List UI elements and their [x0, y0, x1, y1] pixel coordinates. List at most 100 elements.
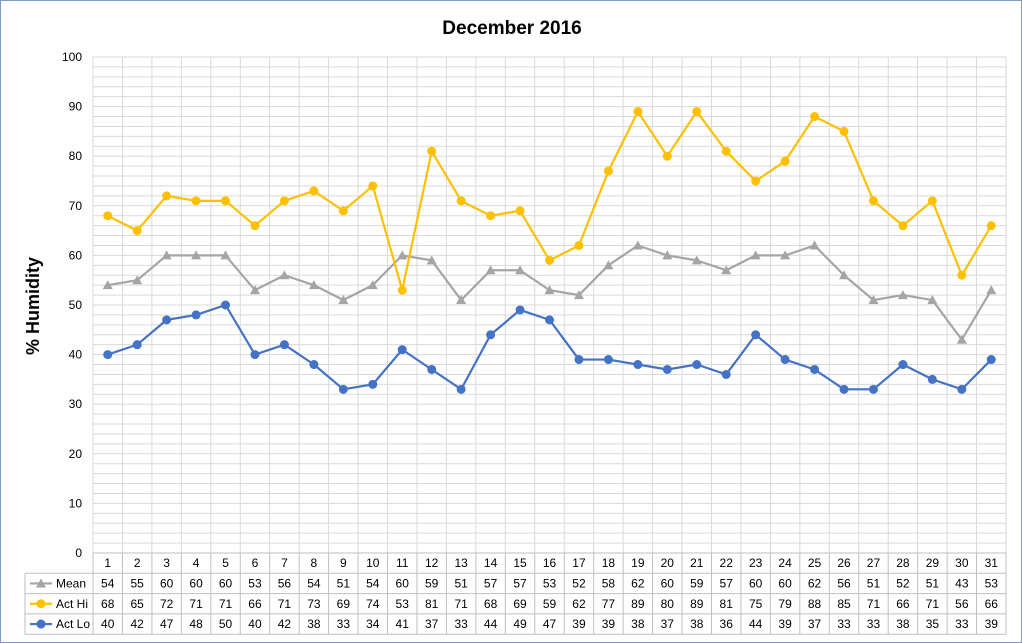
- data-point: [603, 260, 614, 270]
- y-tick-label: 80: [69, 149, 83, 163]
- table-cell-value: 38: [690, 617, 704, 631]
- data-point: [191, 310, 201, 320]
- data-point: [780, 250, 791, 260]
- table-cell-value: 60: [661, 576, 675, 590]
- data-point: [986, 285, 997, 295]
- data-point: [221, 300, 231, 310]
- legend-key: [30, 578, 52, 588]
- data-point: [721, 146, 731, 156]
- table-cell-value: 56: [955, 597, 969, 611]
- data-point: [309, 186, 319, 196]
- table-cell-value: 57: [720, 576, 734, 590]
- x-category-label: 13: [454, 556, 468, 570]
- x-category-label: 25: [808, 556, 822, 570]
- table-cell-value: 39: [572, 617, 586, 631]
- table-cell-value: 89: [690, 597, 704, 611]
- data-point: [839, 384, 849, 394]
- x-category-label: 31: [985, 556, 999, 570]
- data-point: [927, 295, 938, 305]
- data-point: [574, 240, 584, 250]
- table-cell-value: 72: [160, 597, 174, 611]
- table-cell-value: 88: [808, 597, 822, 611]
- table-cell-value: 68: [484, 597, 498, 611]
- data-point: [721, 369, 731, 379]
- data-point: [898, 360, 908, 370]
- table-cell-value: 36: [720, 617, 734, 631]
- table-cell-value: 71: [278, 597, 292, 611]
- data-point: [515, 265, 526, 275]
- table-cell-value: 71: [454, 597, 468, 611]
- table-cell-value: 54: [366, 576, 380, 590]
- table-cell-value: 80: [661, 597, 675, 611]
- data-point: [221, 196, 231, 206]
- x-category-label: 4: [193, 556, 200, 570]
- data-point: [544, 285, 555, 295]
- data-point: [603, 355, 613, 365]
- data-point: [338, 295, 349, 305]
- table-cell-value: 54: [101, 576, 115, 590]
- data-point: [368, 379, 378, 389]
- data-point: [573, 290, 584, 300]
- table-cell-value: 59: [690, 576, 704, 590]
- data-point: [456, 295, 467, 305]
- data-point: [839, 126, 849, 136]
- data-point: [427, 364, 437, 374]
- data-point: [956, 334, 967, 344]
- data-point: [132, 226, 142, 236]
- series-act-hi: [103, 107, 996, 295]
- x-category-label: 24: [778, 556, 792, 570]
- data-point: [486, 330, 496, 340]
- table-cell-value: 42: [278, 617, 292, 631]
- data-point: [633, 107, 643, 117]
- x-category-label: 2: [134, 556, 141, 570]
- data-point: [751, 330, 761, 340]
- data-point: [515, 305, 525, 315]
- x-category-label: 16: [543, 556, 557, 570]
- legend-key-marker: [36, 599, 46, 609]
- table-cell-value: 73: [307, 597, 321, 611]
- data-point: [338, 206, 348, 216]
- table-cell-value: 51: [454, 576, 468, 590]
- data-point: [986, 355, 996, 365]
- data-point: [868, 384, 878, 394]
- data-point: [397, 285, 407, 295]
- data-point: [632, 240, 643, 250]
- x-category-label: 21: [690, 556, 704, 570]
- data-point: [397, 250, 408, 260]
- y-tick-label: 20: [69, 447, 83, 461]
- data-point: [161, 250, 172, 260]
- y-tick-label: 50: [69, 298, 83, 312]
- table-cell-value: 55: [130, 576, 144, 590]
- table-cell-value: 57: [513, 576, 527, 590]
- data-point: [162, 315, 172, 325]
- table-cell-value: 56: [837, 576, 851, 590]
- y-tick-label: 90: [69, 100, 83, 114]
- data-point: [662, 364, 672, 374]
- table-cell-value: 38: [631, 617, 645, 631]
- data-point: [721, 265, 732, 275]
- table-cell-value: 47: [160, 617, 174, 631]
- data-point: [780, 156, 790, 166]
- data-point: [309, 360, 319, 370]
- table-cell-value: 43: [955, 576, 969, 590]
- series-act-lo: [103, 300, 996, 394]
- table-cell-value: 66: [248, 597, 262, 611]
- table-cell-value: 52: [572, 576, 586, 590]
- table-cell-value: 34: [366, 617, 380, 631]
- x-category-label: 29: [926, 556, 940, 570]
- table-cell-value: 60: [778, 576, 792, 590]
- data-point: [633, 360, 643, 370]
- table-cell-value: 33: [955, 617, 969, 631]
- data-point: [279, 196, 289, 206]
- table-cell-value: 66: [896, 597, 910, 611]
- x-category-label: 22: [720, 556, 734, 570]
- data-point: [191, 196, 201, 206]
- x-category-label: 7: [281, 556, 288, 570]
- table-cell-value: 60: [189, 576, 203, 590]
- table-cell-value: 37: [425, 617, 439, 631]
- y-tick-label: 30: [69, 397, 83, 411]
- chart-title: December 2016: [442, 18, 581, 39]
- x-category-label: 14: [484, 556, 498, 570]
- data-point: [839, 270, 850, 280]
